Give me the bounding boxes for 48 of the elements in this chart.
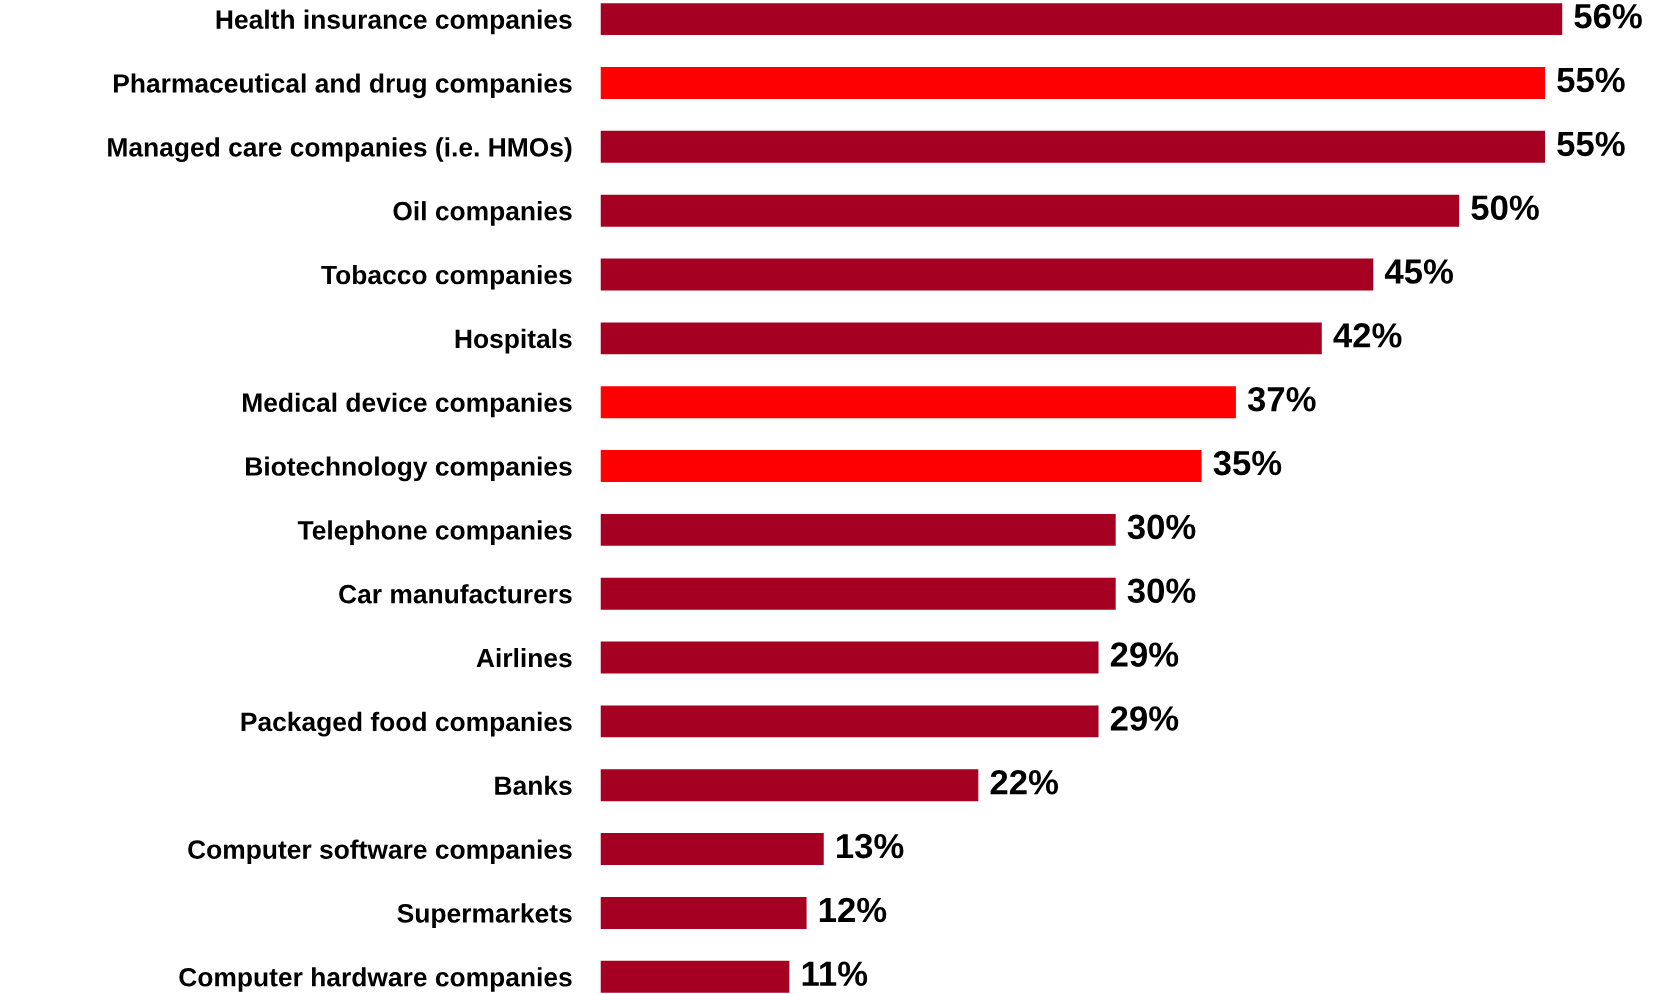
bar xyxy=(600,577,1116,610)
data-label: 29% xyxy=(1110,706,1179,731)
y-tick-label: Biotechnology companies xyxy=(246,456,572,482)
y-tick-label: Computer hardware companies xyxy=(179,967,572,992)
data-label: 22% xyxy=(990,769,1058,795)
y-tick-label: Managed care companies (i.e. HMOs) xyxy=(108,137,572,162)
data-label: 30% xyxy=(1127,514,1196,540)
bar xyxy=(600,896,807,929)
bar xyxy=(600,960,790,993)
data-label: 50% xyxy=(1471,195,1539,220)
y-tick-label: Banks xyxy=(495,775,572,796)
bar xyxy=(600,130,1546,163)
y-tick-label: Oil companies xyxy=(393,201,572,226)
y-tick-label: Health insurance companies xyxy=(216,9,572,35)
bar xyxy=(600,322,1322,355)
bar xyxy=(600,705,1099,738)
bar xyxy=(600,513,1116,546)
bar xyxy=(600,386,1236,419)
y-tick-label: Packaged food companies xyxy=(241,711,572,737)
data-label: 37% xyxy=(1247,386,1316,412)
data-label: 11% xyxy=(802,961,868,987)
bar xyxy=(600,833,824,866)
data-label: 30% xyxy=(1127,578,1196,604)
bar xyxy=(600,769,979,802)
y-tick-label: Medical device companies xyxy=(243,392,572,418)
bar xyxy=(600,67,1546,99)
data-label: 29% xyxy=(1110,642,1179,667)
bar xyxy=(600,3,1563,36)
data-label: 35% xyxy=(1213,450,1282,476)
bar xyxy=(600,258,1374,291)
y-tick-label: Pharmaceutical and drug companies xyxy=(114,73,572,99)
data-label: 56% xyxy=(1574,3,1642,29)
y-tick-label: Airlines xyxy=(476,648,572,668)
bar xyxy=(600,641,1099,674)
data-label: 42% xyxy=(1333,323,1402,348)
y-tick-label: Computer software companies xyxy=(188,839,572,865)
y-tick-label: Supermarkets xyxy=(397,903,572,928)
bar xyxy=(600,194,1460,227)
data-label: 55% xyxy=(1557,131,1625,157)
bar xyxy=(600,450,1202,482)
data-label: 13% xyxy=(837,833,904,859)
y-tick-label: Tobacco companies xyxy=(321,264,572,290)
data-label: 12% xyxy=(819,897,887,923)
data-label: 55% xyxy=(1557,67,1625,93)
y-tick-label: Hospitals xyxy=(455,328,572,354)
data-label: 45% xyxy=(1384,259,1453,284)
y-tick-label: Car manufacturers xyxy=(339,584,572,604)
y-tick-label: Telephone companies xyxy=(297,520,572,545)
